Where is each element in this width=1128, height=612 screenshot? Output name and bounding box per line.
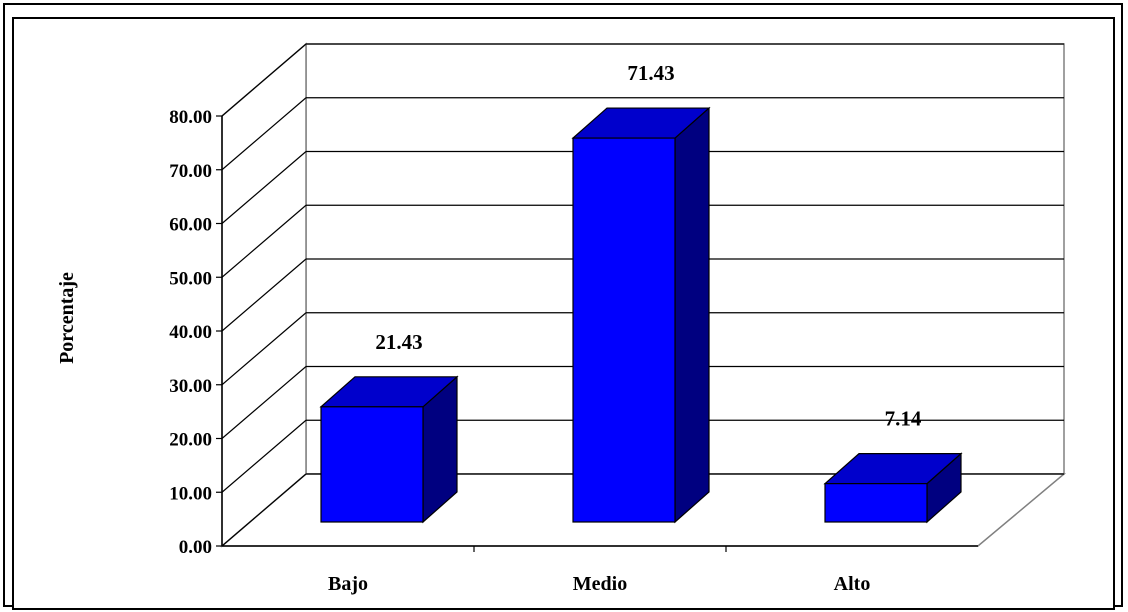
category-label: Medio	[573, 573, 627, 595]
category-label: Bajo	[328, 573, 368, 595]
y-tick-label: 70.00	[169, 161, 212, 182]
gridline-side	[221, 151, 307, 224]
bar-medio	[571, 106, 711, 524]
gridline-side	[221, 419, 307, 493]
y-tick-label: 20.00	[169, 430, 212, 451]
bar-front	[824, 483, 928, 523]
y-tick-label: 80.00	[169, 107, 212, 128]
bar-alto	[823, 452, 963, 524]
gridline-side	[221, 97, 307, 171]
data-label: 21.43	[375, 330, 422, 354]
x-axis-categories: Bajo Medio Alto	[328, 573, 870, 595]
y-tick-label: 0.00	[179, 537, 212, 558]
gridline-side	[221, 258, 307, 332]
y-tick-label: 40.00	[169, 322, 212, 343]
data-label: 71.43	[627, 61, 674, 85]
bar-front	[320, 406, 424, 523]
y-axis-label: Porcentaje	[56, 272, 78, 364]
y-tick-label: 60.00	[169, 215, 212, 236]
category-label: Alto	[834, 573, 871, 595]
y-tick-label: 10.00	[169, 483, 212, 504]
bars	[319, 106, 963, 524]
bar-bajo	[319, 375, 459, 524]
y-tick-label: 50.00	[169, 268, 212, 289]
gridline-side	[221, 473, 307, 547]
bar-side	[674, 106, 710, 524]
data-label: 7.14	[885, 407, 922, 431]
gridline-side	[221, 312, 307, 386]
y-tick-label: 30.00	[169, 376, 212, 397]
gridline-side	[221, 204, 307, 278]
gridline-side	[221, 43, 307, 117]
data-labels: 21.43 71.43 7.14	[375, 61, 922, 431]
bar-front	[572, 137, 676, 523]
gridline-side	[221, 366, 307, 439]
y-axis-ticks: 0.00 10.00 20.00 30.00 40.00 50.00 60.00 70.00 8…	[169, 107, 978, 558]
